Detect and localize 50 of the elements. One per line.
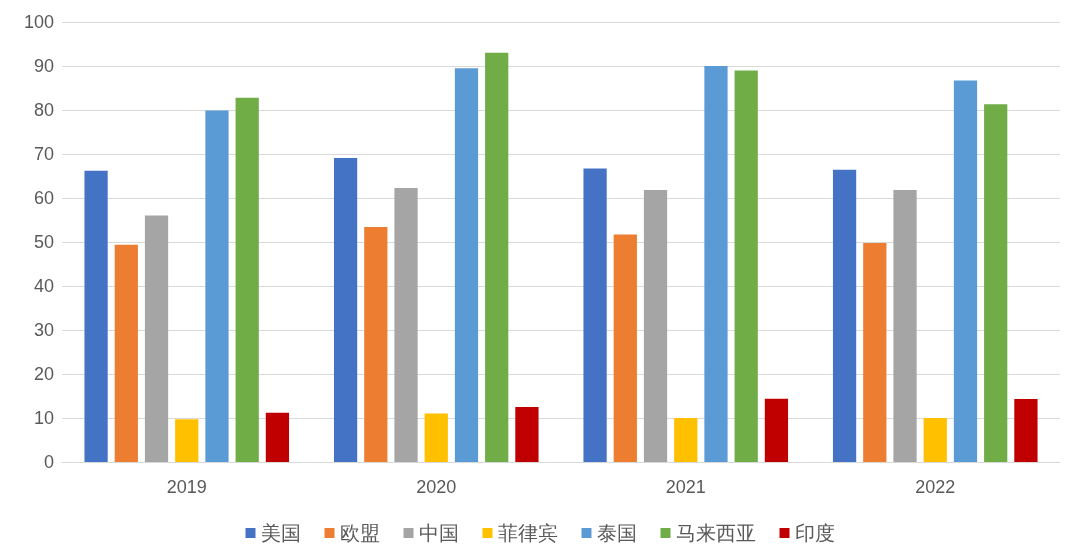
bar xyxy=(1014,399,1038,462)
bar xyxy=(175,419,199,462)
bar xyxy=(515,407,539,462)
bar xyxy=(613,234,637,462)
bar xyxy=(265,412,290,462)
bar xyxy=(205,110,229,462)
x-tick-label: 2020 xyxy=(416,477,457,497)
bar xyxy=(333,157,358,462)
bar xyxy=(953,80,978,462)
x-tick-label: 2019 xyxy=(166,477,207,497)
x-tick-label: 2021 xyxy=(665,477,706,497)
y-tick-label: 0 xyxy=(43,452,54,472)
legend-label: 马来西亚 xyxy=(675,522,756,544)
bar xyxy=(583,168,607,462)
legend-label: 菲律宾 xyxy=(497,522,558,544)
y-tick-label: 100 xyxy=(23,12,54,32)
bar xyxy=(923,418,947,462)
y-tick-label: 80 xyxy=(33,100,54,120)
bar xyxy=(485,52,509,462)
y-tick-label: 30 xyxy=(33,320,54,340)
bar xyxy=(235,97,259,462)
legend-label: 中国 xyxy=(418,522,459,544)
bar xyxy=(674,418,698,462)
bar xyxy=(704,66,728,462)
bar xyxy=(893,190,917,462)
y-tick-label: 70 xyxy=(33,144,54,164)
bar xyxy=(764,398,789,462)
y-tick-label: 60 xyxy=(33,188,54,208)
legend-label: 印度 xyxy=(794,522,835,544)
bar xyxy=(454,68,479,462)
bar xyxy=(832,169,857,462)
bar xyxy=(114,244,138,462)
bar xyxy=(643,190,668,462)
legend-label: 美国 xyxy=(260,522,301,544)
bar xyxy=(84,170,108,462)
bar xyxy=(734,70,758,462)
x-tick-label: 2022 xyxy=(915,477,956,497)
bar xyxy=(984,104,1008,462)
y-tick-label: 10 xyxy=(33,408,54,428)
y-tick-label: 20 xyxy=(33,364,54,384)
bar xyxy=(863,242,887,462)
bar xyxy=(144,215,169,462)
legend-label: 欧盟 xyxy=(339,522,380,544)
y-tick-label: 90 xyxy=(33,56,54,76)
y-tick-label: 50 xyxy=(33,232,54,252)
legend-label: 泰国 xyxy=(596,522,637,544)
bar xyxy=(394,187,418,462)
y-tick-label: 40 xyxy=(33,276,54,296)
bar xyxy=(364,227,388,462)
bar xyxy=(424,413,448,462)
